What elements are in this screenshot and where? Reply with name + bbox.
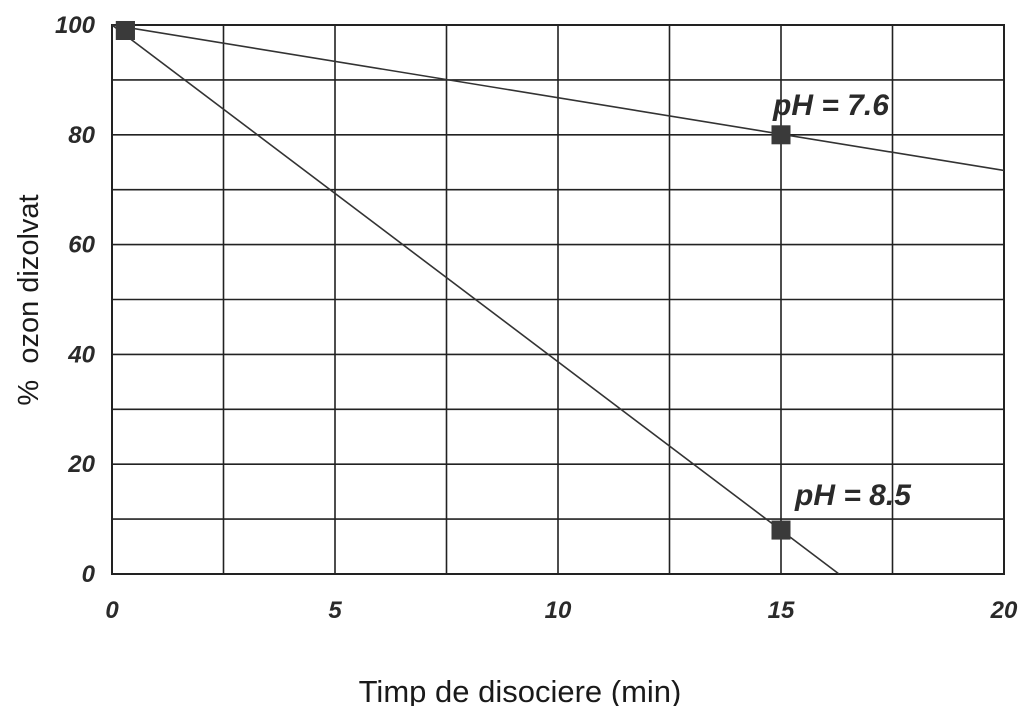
data-point-series-2 (771, 520, 791, 540)
x-tick-labels: 0 5 10 15 20 (105, 597, 1018, 624)
x-tick-label: 5 (328, 597, 342, 624)
x-axis-title: Timp de disociere (min) (359, 674, 682, 706)
data-point-series-2 (115, 20, 135, 40)
data-point-series-1 (771, 125, 791, 145)
y-tick-labels: 0 20 40 60 80 100 (55, 12, 96, 588)
y-tick-label: 20 (67, 451, 95, 478)
y-tick-label: 100 (55, 12, 96, 39)
annotation-label-2: pH = 8.5 (794, 479, 912, 512)
annotations: pH = 7.6 pH = 8.5 (772, 89, 912, 512)
series-line-1 (112, 24, 1004, 172)
series-lines (112, 24, 1004, 574)
series-line-2 (112, 24, 840, 574)
y-tick-label: 0 (82, 561, 96, 588)
x-tick-label: 15 (768, 597, 795, 624)
plot-frame (111, 24, 1005, 575)
y-tick-label: 80 (68, 122, 95, 149)
data-markers (115, 20, 791, 540)
annotation-label-1: pH = 7.6 (772, 89, 889, 122)
y-tick-label: 60 (68, 232, 95, 259)
y-tick-label: 40 (67, 341, 95, 368)
x-tick-label: 0 (105, 597, 119, 624)
x-tick-label: 10 (545, 597, 572, 624)
x-tick-label: 20 (990, 597, 1018, 624)
y-axis-title: % ozon dizolvat (13, 194, 45, 405)
